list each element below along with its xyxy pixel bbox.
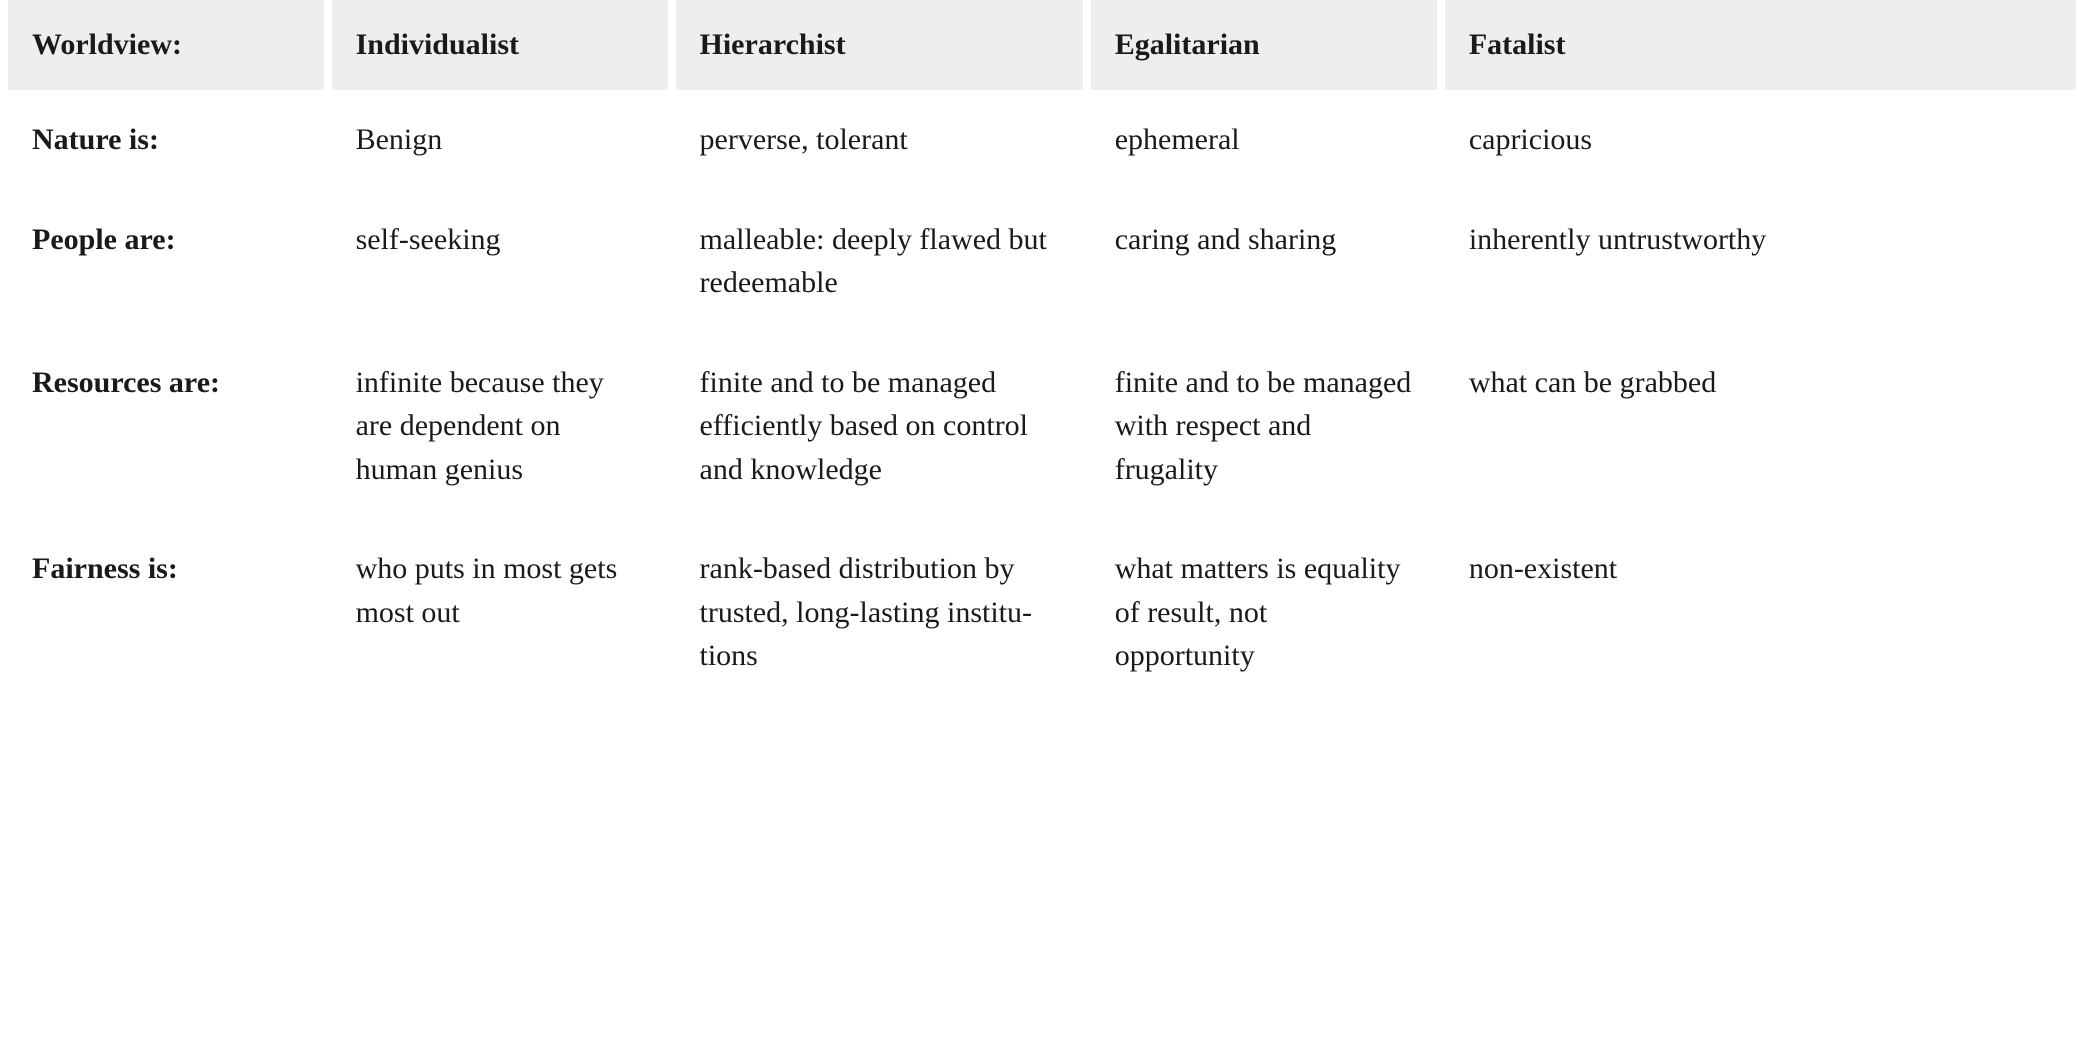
col-header-egalitarian: Egalitarian: [1091, 0, 1437, 90]
row-label-resources: Resources are:: [8, 333, 324, 520]
cell-people-egalitarian: caring and sharing: [1091, 190, 1437, 333]
cell-nature-hierarchist: perverse, tolerant: [676, 90, 1083, 190]
cell-fairness-fatalist: non-existent: [1445, 519, 2076, 706]
col-header-hierarchist: Hierarchist: [676, 0, 1083, 90]
worldview-table: Worldview: Individualist Hierarchist Ega…: [0, 0, 2084, 706]
cell-resources-hierarchist: finite and to be managed efficiently bas…: [676, 333, 1083, 520]
col-header-fatalist: Fatalist: [1445, 0, 2076, 90]
table-row: Nature is: Benign perverse, tolerant eph…: [8, 90, 2076, 190]
cell-people-individualist: self-seeking: [332, 190, 668, 333]
table-row: Resources are: infinite because they are…: [8, 333, 2076, 520]
cell-resources-individualist: infinite because they are de­pendent on …: [332, 333, 668, 520]
row-label-people: People are:: [8, 190, 324, 333]
row-label-nature: Nature is:: [8, 90, 324, 190]
cell-people-fatalist: inherently untrustworthy: [1445, 190, 2076, 333]
cell-resources-fatalist: what can be grabbed: [1445, 333, 2076, 520]
table-header-row: Worldview: Individualist Hierarchist Ega…: [8, 0, 2076, 90]
cell-people-hierarchist: malleable: deeply flawed but redeem­able: [676, 190, 1083, 333]
cell-fairness-hierarchist: rank-based distri­bution by trusted, lon…: [676, 519, 1083, 706]
cell-fairness-individualist: who puts in most gets most out: [332, 519, 668, 706]
cell-nature-individualist: Benign: [332, 90, 668, 190]
cell-nature-egalitarian: ephemeral: [1091, 90, 1437, 190]
cell-nature-fatalist: capricious: [1445, 90, 2076, 190]
cell-resources-egalitarian: finite and to be managed with respect an…: [1091, 333, 1437, 520]
col-header-individualist: Individualist: [332, 0, 668, 90]
cell-fairness-egalitarian: what matters is equality of result, not …: [1091, 519, 1437, 706]
col-header-worldview: Worldview:: [8, 0, 324, 90]
table-row: Fairness is: who puts in most gets most …: [8, 519, 2076, 706]
table-row: People are: self-seeking malleable: deep…: [8, 190, 2076, 333]
row-label-fairness: Fairness is:: [8, 519, 324, 706]
